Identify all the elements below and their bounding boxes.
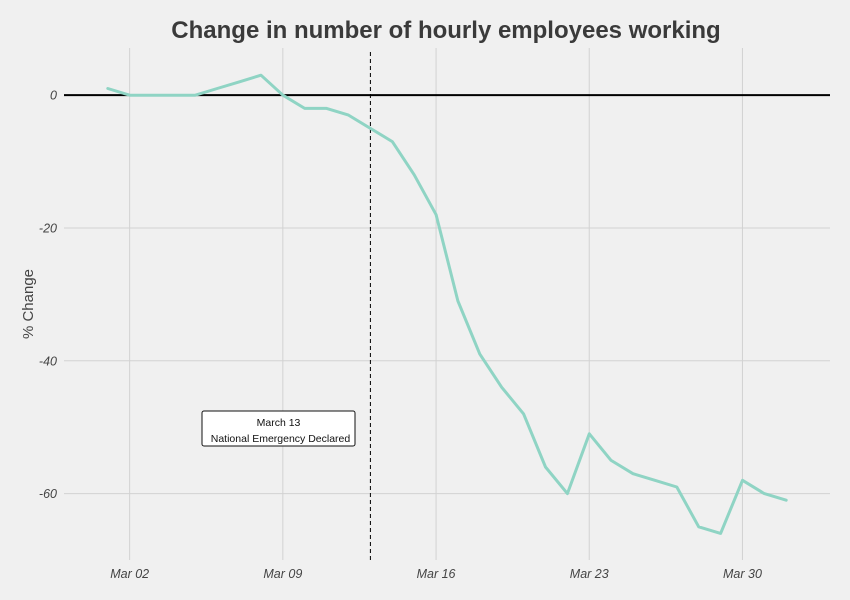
annotation-box [201,410,356,447]
y-tick-label: -60 [39,487,57,501]
x-tick-label: Mar 30 [723,567,762,581]
x-tick-label: Mar 23 [570,567,609,581]
x-tick-label: Mar 16 [417,567,456,581]
chart-title: Change in number of hourly employees wor… [171,17,720,44]
y-tick-label: -20 [39,221,57,235]
annotation-line-2: National Emergency Declared [211,433,351,445]
reference-lines [64,52,830,560]
y-axis-ticks: 0 -20 -40 -60 [39,89,57,501]
y-axis-label: % Change [20,269,37,339]
gridlines [64,48,830,560]
y-tick-label: 0 [50,89,57,103]
annotation-line-1: March 13 [257,417,301,429]
series-line [106,73,788,535]
annotation: March 13 National Emergency Declared [201,410,356,447]
x-tick-label: Mar 09 [263,567,302,581]
series-layer [106,73,788,535]
x-axis-ticks: Mar 02 Mar 09 Mar 16 Mar 23 Mar 30 [110,567,762,581]
x-tick-label: Mar 02 [110,567,149,581]
y-tick-label: -40 [39,354,57,368]
